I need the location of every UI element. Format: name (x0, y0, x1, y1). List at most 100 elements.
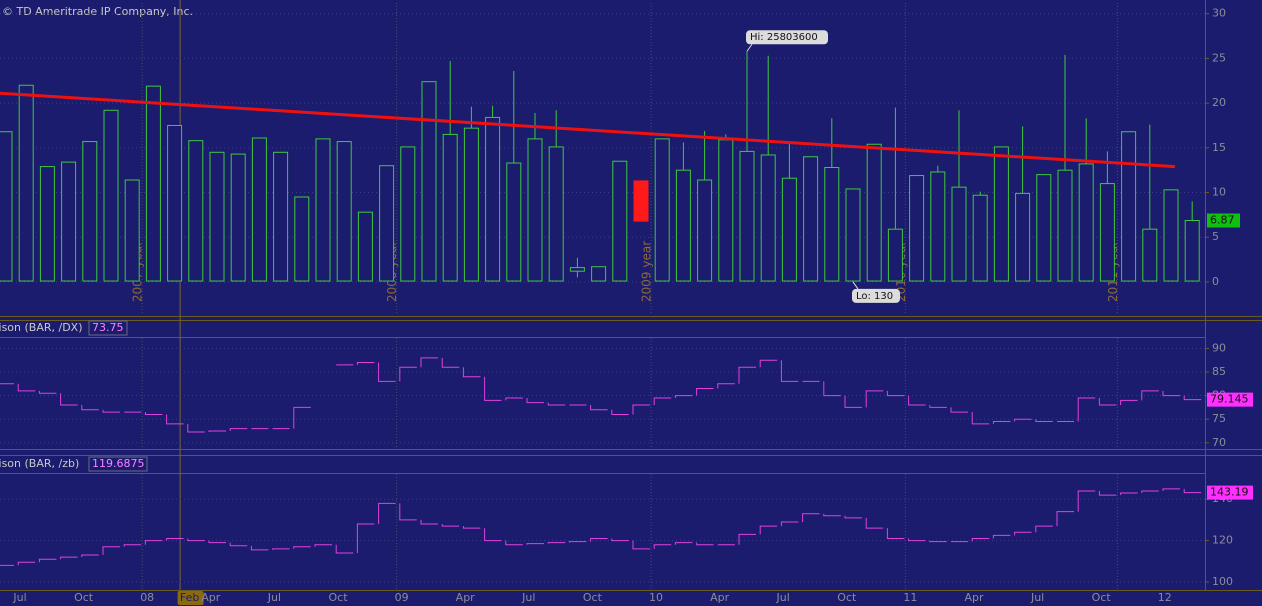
price-step (547, 402, 566, 406)
price-step (759, 359, 778, 368)
price-step (81, 554, 99, 558)
price-step (187, 423, 205, 433)
candle-body (506, 162, 522, 282)
price-step (1141, 490, 1159, 494)
last-badge (1207, 392, 1253, 407)
x-tick-label: Jul (521, 591, 535, 604)
y-tick-label: 100 (1212, 575, 1233, 588)
candle-body (336, 141, 352, 282)
current-box (88, 456, 148, 472)
candle-body (1057, 169, 1073, 282)
candle-body (294, 196, 310, 282)
price-step (611, 409, 629, 415)
price-step (738, 533, 756, 545)
price-step (60, 556, 78, 560)
price-step (590, 538, 608, 542)
price-step (102, 546, 120, 556)
price-step (441, 524, 460, 527)
candle-body (273, 151, 289, 282)
candle-body (718, 139, 734, 282)
candle-body (188, 140, 204, 282)
price-step (632, 540, 650, 550)
x-tick-label: Apr (201, 591, 221, 604)
price-step (674, 542, 693, 545)
x-tick-label: Apr (456, 591, 476, 604)
price-step (780, 521, 799, 527)
price-step (1014, 531, 1032, 536)
price-step (696, 542, 714, 546)
candle-body (442, 133, 458, 282)
price-step (992, 534, 1011, 539)
period-label: 2009 year (640, 241, 654, 302)
x-tick-label: Jul (12, 591, 26, 604)
candle-body (18, 84, 34, 282)
hi-pointer (746, 43, 753, 52)
candle-body (1099, 183, 1115, 282)
price-step (971, 412, 990, 425)
y-tick-label: 20 (1212, 96, 1226, 109)
y-tick-label: 10 (1212, 186, 1226, 199)
candle-body (124, 179, 140, 282)
price-step (441, 357, 460, 368)
price-step (653, 544, 672, 549)
price-step (420, 519, 438, 525)
price-step (632, 404, 650, 415)
cursor-label-bg (177, 591, 204, 605)
candle-body (82, 141, 98, 282)
price-step (1120, 492, 1138, 496)
candle-body (0, 131, 13, 282)
candle-body (675, 169, 691, 282)
candle-body (993, 146, 1009, 282)
last-badge (1207, 485, 1253, 500)
price-step (208, 540, 226, 544)
last-value: 6.87 (1210, 214, 1235, 227)
panel-current: 73.75 (92, 321, 124, 334)
candle-body (527, 138, 543, 282)
candle-body (760, 154, 776, 282)
price-step (526, 397, 544, 404)
price-step (166, 414, 184, 425)
price-step (929, 405, 947, 408)
trend-line (0, 91, 1176, 169)
price-step (992, 421, 1011, 424)
price-step (1162, 390, 1180, 397)
price-step (802, 513, 820, 522)
y-tick-label: 30 (1212, 7, 1226, 20)
copyright: © TD Ameritrade IP Company, Inc. (2, 5, 193, 18)
y-tick-label: 0 (1212, 275, 1219, 288)
y-tick-label: 70 (1212, 436, 1226, 449)
price-step (823, 513, 841, 517)
price-step (590, 405, 608, 411)
price-step (17, 561, 36, 566)
panel-title: rison (BAR, /zb) (0, 457, 79, 470)
candle-body (61, 161, 77, 282)
price-step (865, 390, 884, 408)
last-badge (1207, 213, 1240, 228)
price-step (1056, 511, 1074, 527)
price-step (526, 543, 544, 545)
price-step (187, 538, 205, 542)
price-step (780, 360, 799, 382)
price-step (738, 366, 756, 384)
candle-body (209, 151, 225, 282)
x-tick-label: 10 (649, 591, 663, 604)
lo-label-bg (852, 288, 900, 303)
candle-body (866, 143, 882, 282)
x-tick-label: Apr (710, 591, 730, 604)
price-step (696, 388, 714, 396)
price-step (38, 558, 57, 563)
price-step (929, 540, 947, 543)
candle-body (421, 81, 437, 282)
price-step (1098, 397, 1117, 406)
y-tick-label: 75 (1212, 412, 1226, 425)
lo-pointer (852, 281, 859, 290)
price-step (505, 397, 523, 401)
candle-body (1184, 220, 1200, 282)
price-step (356, 523, 375, 553)
price-step (166, 538, 184, 541)
price-step (908, 395, 926, 406)
candle-body (930, 171, 946, 282)
candle-body (103, 109, 119, 282)
price-step (568, 541, 587, 543)
x-tick-label: Jul (776, 591, 790, 604)
